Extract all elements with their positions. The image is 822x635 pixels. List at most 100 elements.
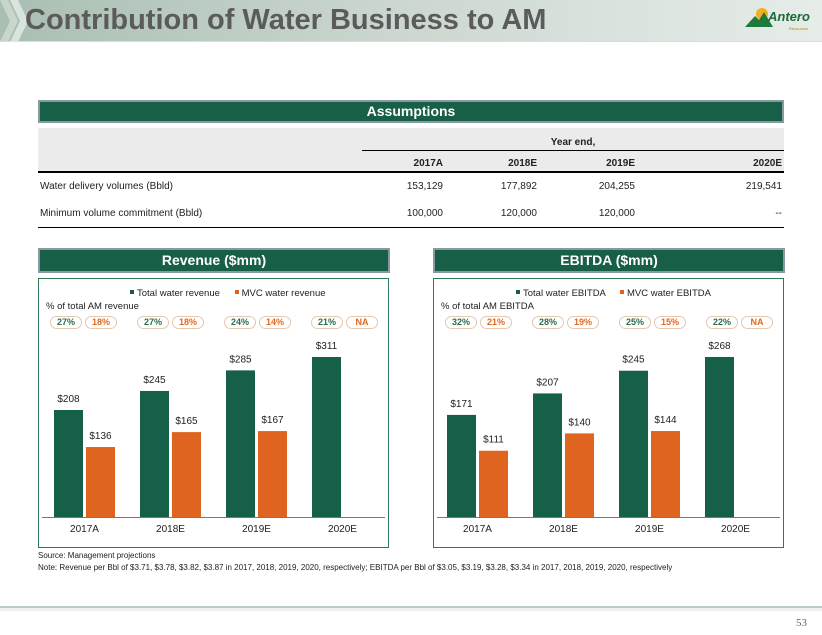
pct-badge-mvc: 14% xyxy=(259,316,291,329)
table-cell: 204,255 xyxy=(598,181,635,192)
pct-badge-mvc: 19% xyxy=(567,316,599,329)
legend-label: MVC water revenue xyxy=(241,288,326,299)
bar-mvc xyxy=(86,447,115,517)
pct-badge-total: 22% xyxy=(706,316,738,329)
data-label: $171 xyxy=(450,399,473,410)
data-label: $245 xyxy=(143,375,166,386)
data-label: $111 xyxy=(483,435,504,446)
chart-legend: Total water revenue MVC water revenue xyxy=(130,288,326,299)
bar-total xyxy=(226,370,255,517)
data-label: $207 xyxy=(536,377,559,388)
row-label: Minimum volume commitment (Bbld) xyxy=(40,208,203,219)
column-header: 2020E xyxy=(753,158,782,169)
ebitda-bar-chart: $171 $111 2017A $207 $140 2018E $245 $144 2019E $… xyxy=(437,341,780,535)
revenue-chart-panel: Total water revenue MVC water revenue % … xyxy=(38,278,389,548)
bar-mvc xyxy=(651,431,680,517)
bar-total xyxy=(447,414,476,517)
category-label: 2018E xyxy=(156,524,185,535)
pct-badge-mvc: 21% xyxy=(480,316,512,329)
title-banner: Contribution of Water Business to AM Ant… xyxy=(0,0,822,42)
data-label: $268 xyxy=(708,341,731,352)
header-rule xyxy=(38,171,784,173)
pct-of-total-label: % of total AM revenue xyxy=(46,301,139,312)
bar-mvc xyxy=(565,433,594,517)
category-label: 2018E xyxy=(549,524,578,535)
legend-item: Total water revenue xyxy=(130,288,220,299)
group-header-rule xyxy=(362,150,784,151)
data-label: $245 xyxy=(622,355,645,366)
legend-item: MVC water revenue xyxy=(234,288,326,299)
pct-of-total-label: % of total AM EBITDA xyxy=(441,301,534,312)
pct-badge-total: 27% xyxy=(50,316,82,329)
table-cell: 177,892 xyxy=(500,181,537,192)
category-label: 2019E xyxy=(242,524,271,535)
legend-label: MVC water EBITDA xyxy=(627,288,711,299)
ebitda-chart-panel: Total water EBITDA MVC water EBITDA % of… xyxy=(433,278,784,548)
bar-total xyxy=(533,393,562,517)
table-cell: 219,541 xyxy=(745,181,782,192)
legend-label: Total water revenue xyxy=(137,288,220,299)
antero-logo: Antero Resources xyxy=(745,5,817,35)
legend-swatch-icon xyxy=(620,290,625,295)
data-label: $144 xyxy=(654,415,677,426)
footnote: Note: Revenue per Bbl of $3.71, $3.78, $… xyxy=(38,563,673,572)
revenue-panel-title: Revenue ($mm) xyxy=(38,248,390,273)
column-header: 2017A xyxy=(413,158,443,169)
table-cell: -- xyxy=(775,208,782,219)
revenue-bar-chart: $208 $136 2017A $245 $165 2018E $285 $167 2019E $… xyxy=(42,341,385,535)
source-note: Source: Management projections xyxy=(38,551,156,560)
data-label: $285 xyxy=(229,354,252,365)
year-end-group-header: Year end, xyxy=(550,137,596,148)
assumptions-title: Assumptions xyxy=(38,100,784,123)
bar-mvc xyxy=(172,432,201,517)
table-cell: 120,000 xyxy=(598,208,635,219)
chart-legend: Total water EBITDA MVC water EBITDA xyxy=(516,288,711,299)
pct-badge-total: 27% xyxy=(137,316,169,329)
category-label: 2019E xyxy=(635,524,664,535)
bar-total xyxy=(54,409,83,517)
pct-badge-mvc: 18% xyxy=(85,316,117,329)
bar-total xyxy=(312,357,341,517)
bar-mvc xyxy=(479,450,508,517)
bar-total xyxy=(140,390,169,517)
data-label: $136 xyxy=(89,431,112,442)
category-label: 2020E xyxy=(721,524,750,535)
pct-badge-total: 25% xyxy=(619,316,651,329)
chevron-decoration-icon xyxy=(10,0,28,42)
pct-badge-total: 24% xyxy=(224,316,256,329)
footer-divider xyxy=(0,606,822,608)
chevron-decoration-icon xyxy=(0,0,18,42)
table-bottom-rule xyxy=(38,227,784,228)
bar-total xyxy=(619,370,648,517)
bar-total xyxy=(705,357,734,517)
data-label: $311 xyxy=(316,341,338,352)
legend-label: Total water EBITDA xyxy=(523,288,606,299)
row-label: Water delivery volumes (Bbld) xyxy=(40,181,174,192)
legend-item: MVC water EBITDA xyxy=(620,288,711,299)
data-label: $208 xyxy=(57,394,80,405)
bar-mvc xyxy=(258,431,287,517)
pct-badge-mvc: 18% xyxy=(172,316,204,329)
legend-swatch-icon xyxy=(130,290,134,295)
ebitda-panel-title: EBITDA ($mm) xyxy=(433,248,785,273)
mountain-logo-icon xyxy=(745,8,773,27)
data-label: $167 xyxy=(261,415,284,426)
data-label: $140 xyxy=(568,417,591,428)
page-title: Contribution of Water Business to AM xyxy=(25,4,547,36)
pct-badge-mvc: 15% xyxy=(654,316,686,329)
category-label: 2020E xyxy=(328,524,357,535)
logo-text: Antero xyxy=(768,9,810,24)
legend-swatch-icon xyxy=(516,290,520,295)
logo-subtext: Resources xyxy=(789,26,809,31)
legend-item: Total water EBITDA xyxy=(516,288,605,299)
pct-badge-mvc: NA xyxy=(741,316,773,329)
pct-badge-total: 28% xyxy=(532,316,564,329)
column-header: 2019E xyxy=(606,158,635,169)
legend-swatch-icon xyxy=(234,290,239,295)
data-label: $165 xyxy=(175,416,198,427)
pct-badge-mvc: NA xyxy=(346,316,378,329)
category-label: 2017A xyxy=(70,524,99,535)
table-cell: 100,000 xyxy=(406,208,443,219)
page-number: 53 xyxy=(796,617,807,629)
footer-divider-shadow xyxy=(0,608,822,611)
